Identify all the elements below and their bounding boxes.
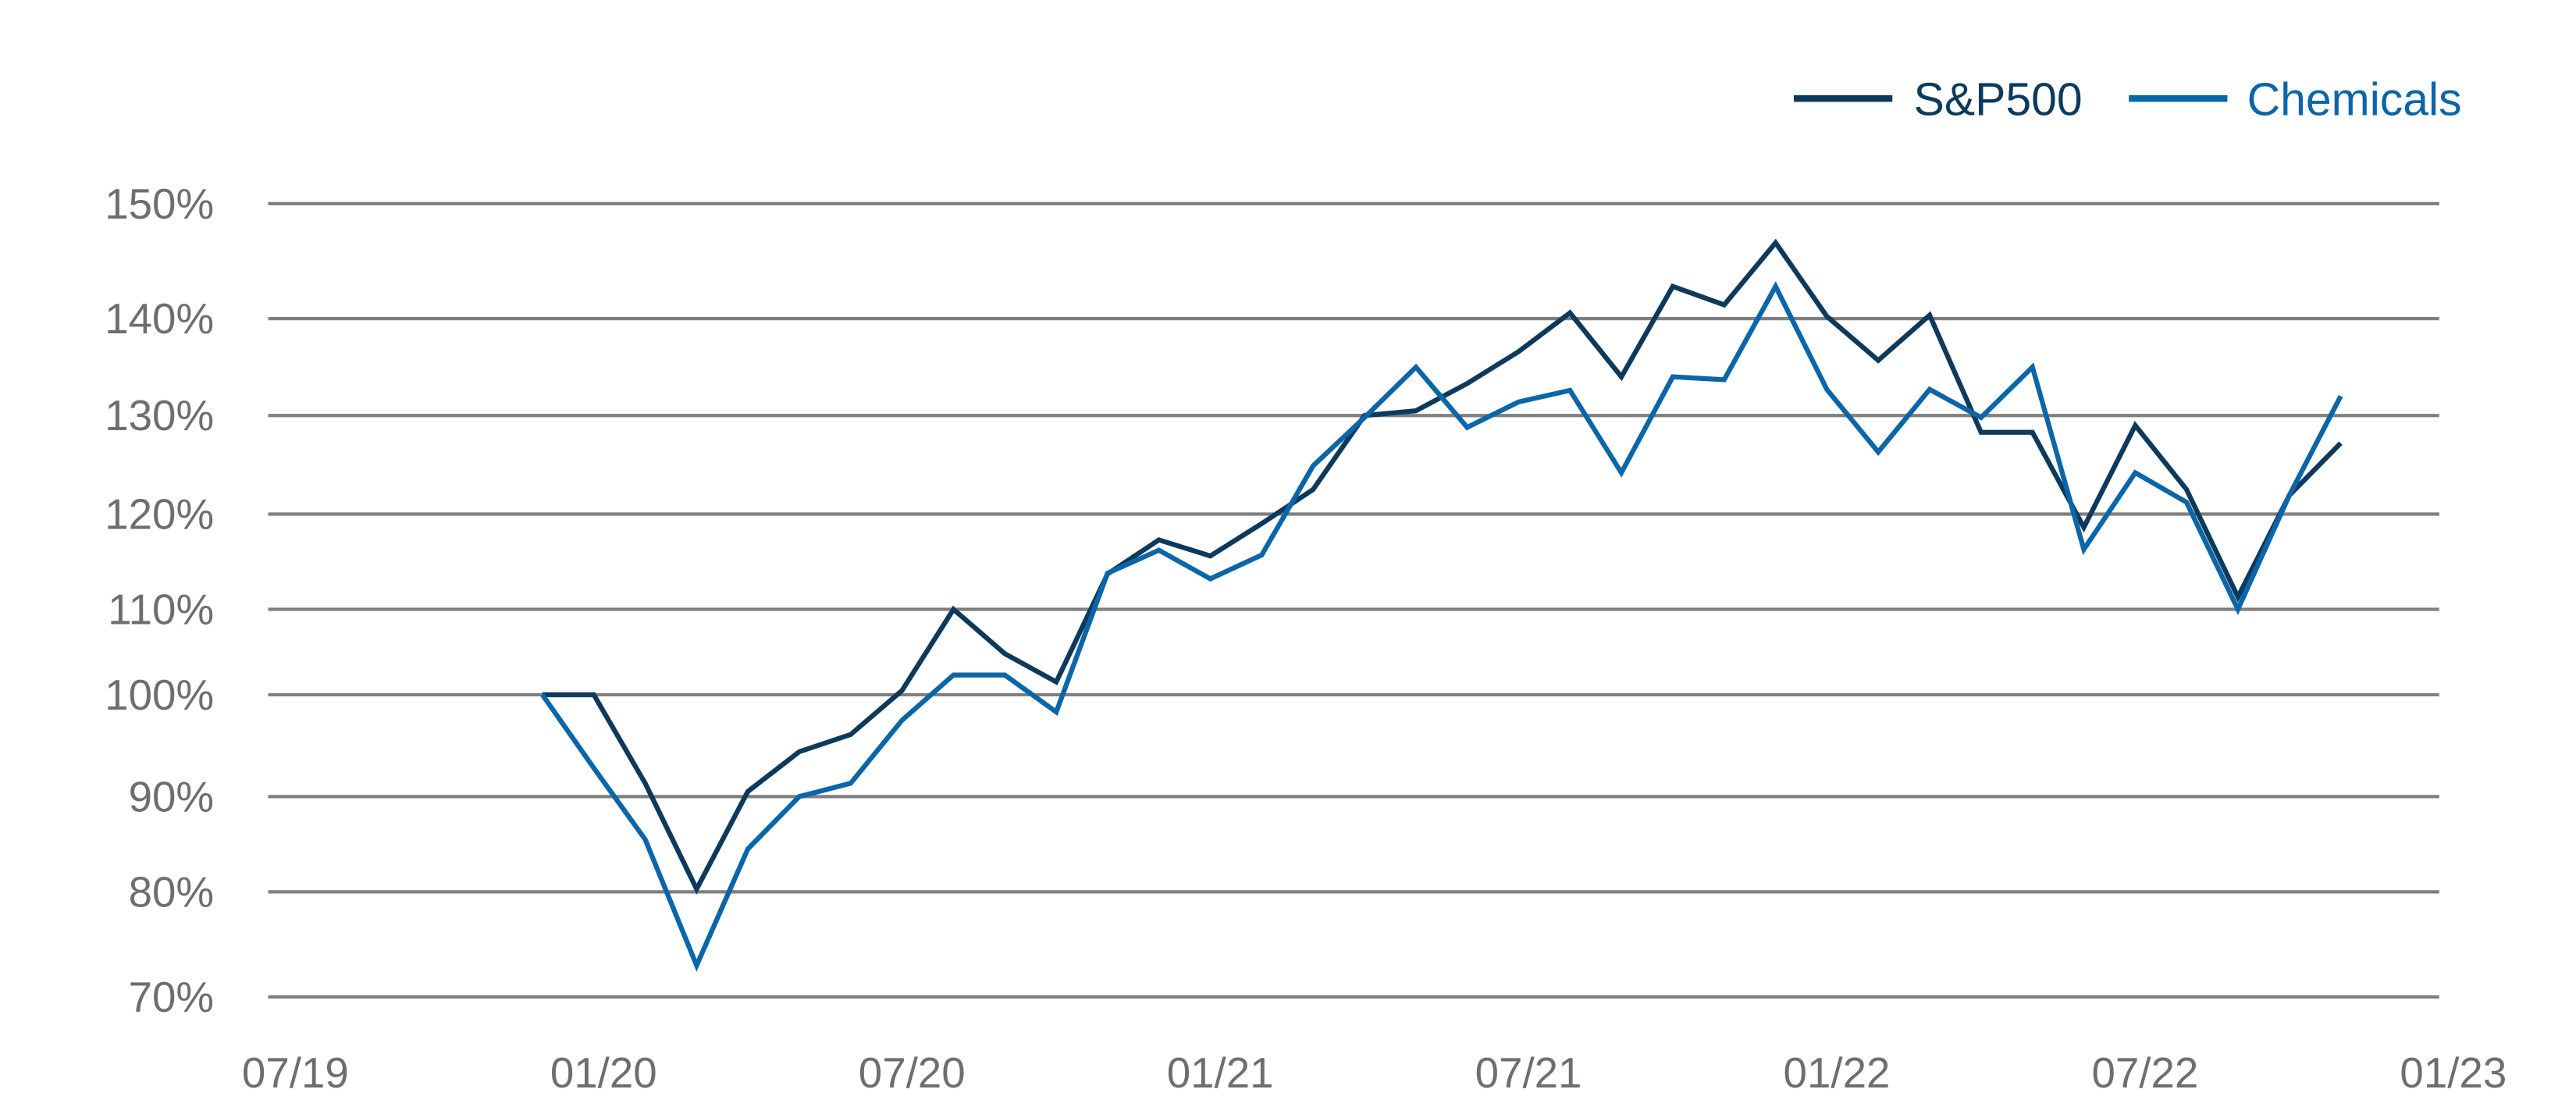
x-tick-label: 07/19 <box>242 1048 349 1097</box>
y-tick-label: 110% <box>108 585 214 633</box>
legend-label-chemicals: Chemicals <box>2247 74 2462 125</box>
gridlines <box>268 201 2439 999</box>
legend-label-sp500: S&P500 <box>1914 74 2083 125</box>
legend: S&P500 Chemicals <box>1793 74 2462 125</box>
x-tick-label: 01/21 <box>1167 1048 1274 1097</box>
series-lines <box>540 238 2343 972</box>
y-tick-label: 90% <box>129 772 214 820</box>
y-tick-label: 140% <box>105 294 214 343</box>
y-tick-label: 150% <box>105 180 214 228</box>
y-tick-label: 70% <box>129 973 214 1021</box>
y-axis-ticks: 70% 80% 90% 100% 110% 120% 130% 140% 150% <box>105 180 214 1021</box>
series-line-chemicals <box>540 281 2343 972</box>
x-tick-label: 01/22 <box>1784 1048 1891 1097</box>
y-tick-label: 100% <box>105 671 214 719</box>
x-tick-label: 07/21 <box>1475 1048 1582 1097</box>
x-tick-label: 01/23 <box>2400 1048 2507 1097</box>
y-tick-label: 80% <box>129 867 214 916</box>
x-tick-label: 07/22 <box>2091 1048 2198 1097</box>
y-tick-label: 130% <box>105 391 214 440</box>
x-tick-label: 01/20 <box>550 1048 657 1097</box>
x-tick-label: 07/20 <box>859 1048 966 1097</box>
y-tick-label: 120% <box>105 489 214 538</box>
x-axis-ticks: 07/19 01/20 07/20 01/21 07/21 01/22 07/22 01/23 <box>242 1048 2507 1097</box>
